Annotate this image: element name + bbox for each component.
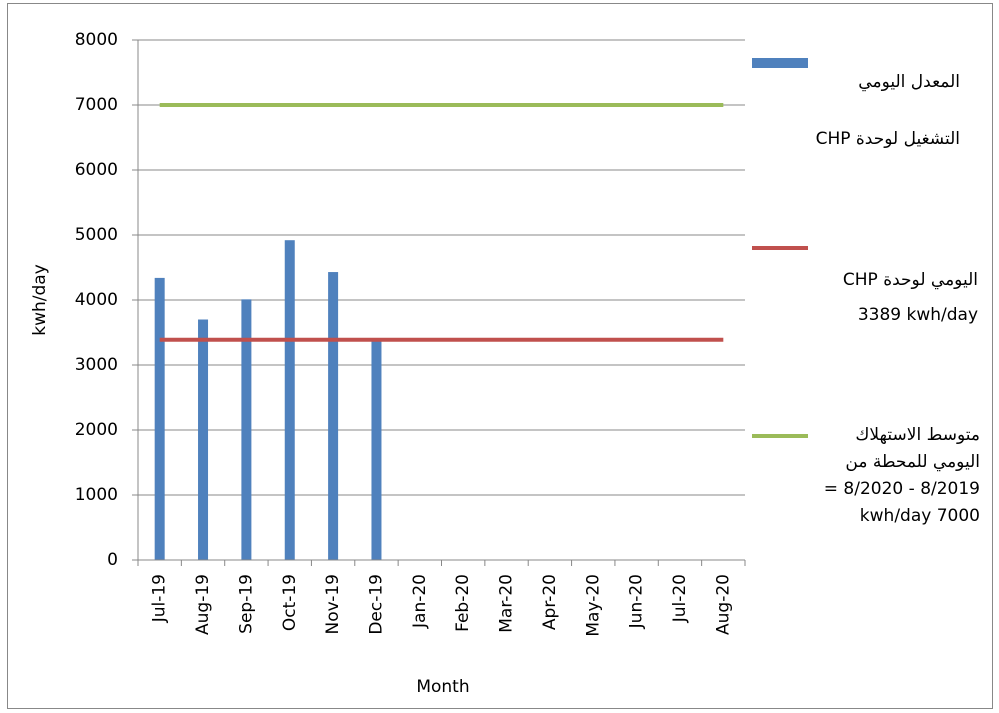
x-tick-label: May-20 [583,574,603,637]
legend-label: متوسط الاستهلاك اليومي للمحطة من 8/2019 … [823,425,980,526]
y-axis-label: kwh/day [30,264,50,336]
x-tick-label: Aug-20 [713,574,733,635]
x-tick-label: Aug-19 [193,574,213,635]
x-tick-label: Jul-19 [150,574,170,623]
bar [241,299,252,560]
bar [154,277,165,560]
x-tick-label: Jul-20 [670,574,690,623]
y-tick-label: 0 [107,550,118,570]
y-tick-label: 2000 [75,420,118,440]
bar [198,319,209,560]
x-tick-label: Sep-19 [236,574,256,634]
bar [371,339,382,560]
chart-border [7,3,993,709]
y-tick-label: 1000 [75,485,118,505]
x-tick-label: Jun-20 [627,574,647,629]
x-tick-label: Dec-19 [366,574,386,635]
bar [328,272,339,560]
x-tick-label: Nov-19 [323,574,343,635]
legend-swatch [752,58,808,68]
y-tick-label: 8000 [75,30,118,50]
y-tick-label: 4000 [75,290,118,310]
legend-label: اليومي لوحدة CHP 3389 kwh/day [842,270,978,325]
x-tick-label: Oct-19 [280,574,300,631]
x-tick-label: Jan-20 [410,574,430,629]
x-tick-label: Feb-20 [453,574,473,632]
x-tick-label: Mar-20 [497,574,517,633]
legend-label: المعدل اليومي التشغيل لوحدة CHP [815,72,960,149]
x-tick-label: Apr-20 [540,574,560,630]
y-tick-label: 6000 [75,160,118,180]
bar [284,240,295,560]
y-tick-label: 5000 [75,225,118,245]
x-axis-label: Month [416,677,469,697]
y-tick-label: 3000 [75,355,118,375]
y-tick-label: 7000 [75,95,118,115]
